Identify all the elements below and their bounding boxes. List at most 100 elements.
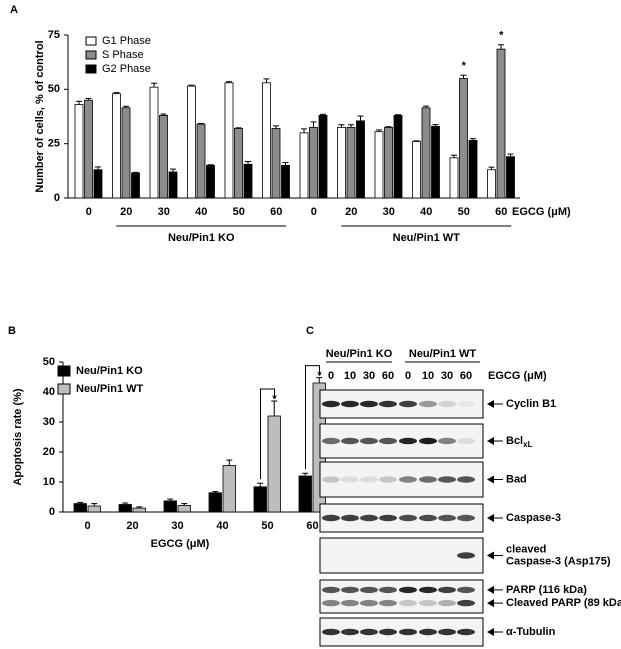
error-bar xyxy=(136,506,143,509)
bar xyxy=(87,505,101,513)
blot-frame xyxy=(319,579,484,614)
blot-band xyxy=(419,476,437,483)
bar xyxy=(73,503,87,513)
x-tick-label: 60 xyxy=(306,520,318,532)
bar xyxy=(84,99,93,199)
x-tick-label: 60 xyxy=(495,206,507,218)
band-label: Bad xyxy=(506,473,527,485)
error-bar xyxy=(338,124,345,128)
bar xyxy=(112,93,121,199)
band-label: PARP (116 kDa) xyxy=(506,584,587,596)
band-label-subscript: xL xyxy=(523,440,532,449)
bar xyxy=(159,115,168,199)
blot-header: Neu/Pin1 KO xyxy=(326,348,393,360)
blot-band xyxy=(322,586,340,594)
blot-band xyxy=(360,400,378,408)
bar xyxy=(384,126,393,199)
error-bar xyxy=(207,164,214,166)
y-tick-label: 0 xyxy=(49,506,55,518)
panel-letter: A xyxy=(10,4,18,16)
lane-label: 10 xyxy=(422,370,434,382)
lane-label: 0 xyxy=(405,370,411,382)
legend-swatch xyxy=(57,365,71,377)
error-bar xyxy=(451,154,457,158)
blot-band xyxy=(379,437,397,445)
bar xyxy=(234,128,243,199)
lane-label: 60 xyxy=(460,370,472,382)
error-bar xyxy=(273,125,279,129)
blot-band xyxy=(438,586,456,594)
x-tick-label: 50 xyxy=(233,206,245,218)
blot-band xyxy=(399,437,417,445)
error-bar xyxy=(282,162,289,166)
x-tick-label: 20 xyxy=(126,520,138,532)
blot-band xyxy=(360,514,378,522)
bar xyxy=(206,164,215,199)
error-bar xyxy=(235,127,242,129)
band-label: Caspase-3 (Asp175) xyxy=(506,555,611,567)
blot-band xyxy=(438,599,456,607)
blot-band xyxy=(438,514,456,522)
error-bar xyxy=(226,81,232,83)
error-bar xyxy=(263,78,270,83)
y-tick-label: 10 xyxy=(43,476,55,488)
bar xyxy=(222,465,236,513)
error-bar xyxy=(113,92,120,94)
bar xyxy=(262,82,271,199)
blot-band xyxy=(457,476,475,483)
blot-band xyxy=(419,437,437,445)
blot-band xyxy=(419,599,437,607)
bar xyxy=(337,126,346,199)
bar xyxy=(163,500,177,513)
blot-band xyxy=(360,586,378,594)
blot-band xyxy=(457,628,475,636)
x-tick-label: 20 xyxy=(345,206,357,218)
error-bar xyxy=(167,498,174,501)
error-bar xyxy=(432,124,439,127)
bar xyxy=(168,171,178,199)
blot-band xyxy=(322,437,340,445)
error-bar xyxy=(385,126,392,128)
error-bar xyxy=(423,105,429,108)
bar xyxy=(393,115,403,199)
blot-band xyxy=(419,586,437,594)
bar xyxy=(243,163,253,199)
panel-letter: C xyxy=(306,325,314,337)
x-tick-label: 0 xyxy=(86,206,92,218)
arrow xyxy=(487,551,494,560)
bar xyxy=(132,507,146,513)
bar xyxy=(431,125,440,199)
error-bar xyxy=(376,129,382,132)
blot-frame xyxy=(319,537,484,574)
error-bar xyxy=(212,491,219,493)
blot-band xyxy=(399,400,417,408)
blot-band xyxy=(457,586,475,594)
error-bar xyxy=(357,115,364,121)
x-tick-label: 30 xyxy=(158,206,170,218)
lane-label: 10 xyxy=(344,370,356,382)
blot-band xyxy=(457,599,475,607)
blot-band xyxy=(438,437,456,445)
x-axis-label: EGCG (μM) xyxy=(512,206,571,218)
significance-mark: * xyxy=(272,393,277,405)
x-tick-label: 40 xyxy=(195,206,207,218)
blot-band xyxy=(438,400,456,408)
blot-band xyxy=(322,628,340,636)
blot-band xyxy=(341,599,359,607)
error-bar xyxy=(498,44,504,50)
y-tick-label: 40 xyxy=(43,386,55,398)
error-bar xyxy=(320,113,326,116)
blot-band xyxy=(399,514,417,522)
legend-swatch xyxy=(85,50,97,60)
blot-band xyxy=(457,514,475,522)
bar xyxy=(374,131,384,199)
blot-band xyxy=(360,599,378,607)
blot-band xyxy=(379,586,397,594)
significance-mark: * xyxy=(317,370,322,382)
error-bar xyxy=(188,84,195,87)
error-bar xyxy=(257,482,264,487)
arrow xyxy=(487,514,494,522)
error-bar xyxy=(151,82,157,88)
x-tick-label: 20 xyxy=(120,206,132,218)
significance-mark: * xyxy=(462,60,467,72)
